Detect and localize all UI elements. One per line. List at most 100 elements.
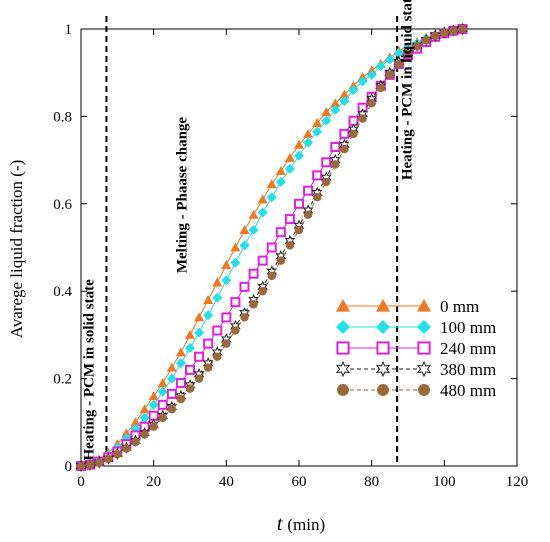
data-point	[285, 241, 295, 250]
data-point	[104, 454, 113, 464]
data-point	[240, 313, 249, 322]
data-point	[121, 428, 132, 438]
data-point	[403, 50, 413, 59]
data-point	[230, 257, 241, 268]
data-point	[185, 329, 195, 339]
data-point	[321, 107, 332, 117]
data-point	[431, 31, 440, 41]
data-point	[185, 364, 195, 375]
data-point	[357, 76, 368, 87]
data-point	[275, 166, 286, 176]
data-point	[212, 292, 223, 303]
data-point	[412, 42, 422, 51]
phase-annotation: Melting - Phaase change	[174, 117, 190, 274]
data-point	[303, 128, 314, 138]
data-point	[312, 126, 323, 137]
data-point	[294, 139, 304, 149]
data-point	[194, 374, 204, 383]
data-point	[303, 137, 314, 148]
y-tick-label: 0.2	[53, 372, 72, 388]
data-point	[257, 194, 268, 204]
data-point	[221, 312, 232, 323]
data-point	[139, 412, 150, 423]
legend-label: 240 mm	[440, 339, 496, 358]
y-tick-label: 0.6	[53, 197, 72, 213]
data-point	[194, 312, 205, 322]
data-point	[175, 358, 186, 369]
data-point	[139, 404, 150, 414]
data-point	[335, 360, 351, 378]
x-tick-label: 120	[506, 474, 529, 490]
data-point	[284, 214, 295, 225]
data-point	[276, 256, 286, 265]
data-point	[258, 286, 267, 296]
data-point	[203, 338, 214, 349]
data-point	[294, 225, 304, 235]
data-point	[393, 48, 404, 59]
data-point	[303, 210, 313, 219]
data-point	[203, 294, 214, 304]
x-tick-label: 60	[292, 474, 307, 490]
x-tick-label: 0	[77, 474, 85, 490]
y-tick-label: 0.8	[53, 109, 72, 125]
x-tick-label: 20	[146, 474, 161, 490]
data-point	[284, 152, 295, 162]
data-point	[331, 160, 340, 169]
data-point	[340, 144, 349, 154]
data-point	[366, 69, 377, 80]
data-point	[267, 271, 276, 281]
legend-label: 480 mm	[440, 381, 496, 400]
data-point	[212, 325, 223, 336]
data-point	[330, 104, 341, 115]
data-point	[221, 259, 232, 269]
legend-label: 0 mm	[440, 297, 479, 316]
axes-layer: 0 20 40 60 80 100 120 0 0.2 0.4 0.6 0.8 1	[53, 22, 528, 490]
data-point	[140, 430, 149, 439]
data-point	[113, 449, 122, 459]
data-point	[417, 341, 431, 355]
data-point	[384, 54, 395, 65]
data-point	[322, 177, 331, 187]
data-point	[417, 320, 431, 334]
data-point	[385, 70, 395, 80]
x-tick-label: 40	[219, 474, 234, 490]
x-axis-unit: (min)	[287, 515, 325, 534]
data-point	[230, 297, 241, 308]
y-tick-label: 0	[65, 459, 73, 475]
data-point	[231, 326, 240, 335]
data-point	[336, 320, 350, 334]
data-point	[157, 399, 168, 410]
legend-entry: 0 mm	[336, 297, 479, 316]
data-point	[266, 179, 277, 189]
data-point	[358, 114, 367, 123]
data-point	[330, 141, 341, 152]
data-point	[376, 299, 390, 312]
data-point	[416, 360, 432, 378]
data-point	[176, 394, 186, 404]
data-point	[157, 377, 168, 387]
data-point	[417, 299, 431, 312]
data-point	[222, 339, 231, 348]
axis-labels: Avarege liquid fraction (-) t (min)	[7, 160, 325, 535]
data-point	[377, 384, 389, 396]
data-point	[418, 384, 430, 396]
data-point	[375, 61, 386, 72]
data-point	[194, 351, 205, 362]
data-point	[148, 399, 159, 410]
data-point	[131, 437, 140, 447]
data-point	[157, 386, 168, 397]
x-axis-symbol: t	[277, 513, 283, 535]
data-point	[367, 99, 376, 108]
data-point	[330, 98, 341, 108]
data-point	[122, 444, 131, 453]
data-point	[440, 28, 449, 38]
data-point	[212, 277, 223, 287]
series-480-mm	[76, 24, 467, 471]
data-point	[458, 24, 467, 34]
legend: 0 mm 100 mm 240 mm 380 mm 480 mm	[335, 297, 496, 400]
data-point	[221, 275, 232, 286]
legend-label: 380 mm	[440, 360, 496, 379]
data-point	[275, 176, 286, 187]
data-point	[376, 320, 390, 334]
